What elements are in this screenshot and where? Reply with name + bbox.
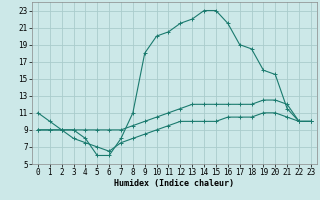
X-axis label: Humidex (Indice chaleur): Humidex (Indice chaleur): [115, 179, 234, 188]
